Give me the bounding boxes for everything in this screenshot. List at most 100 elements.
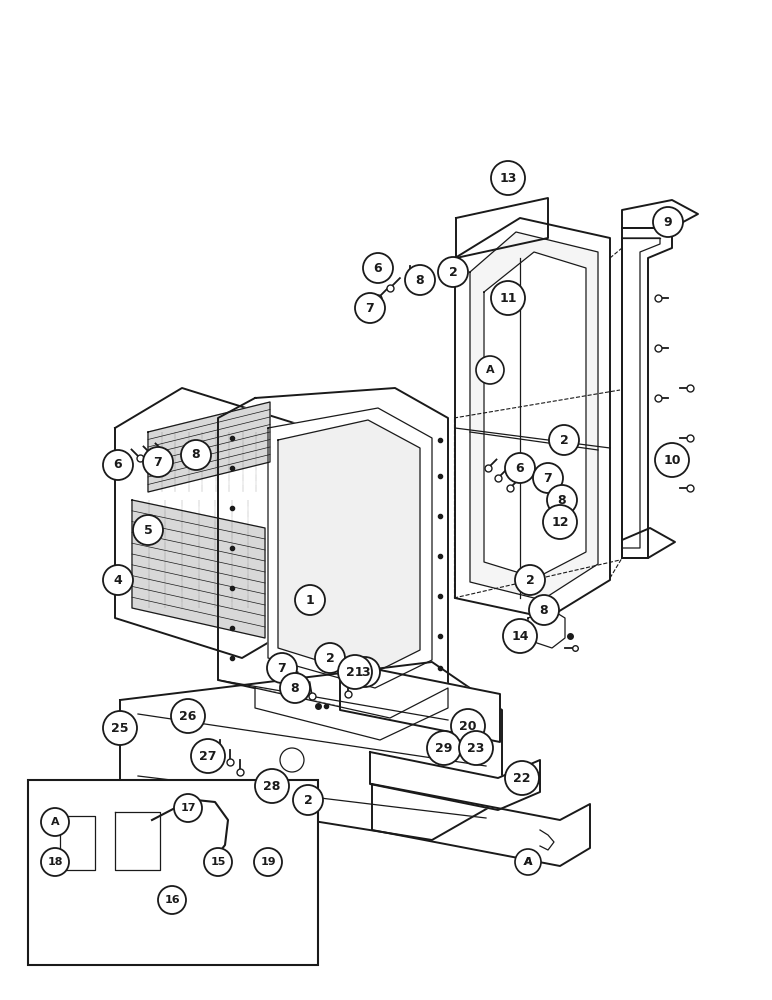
FancyBboxPatch shape	[28, 780, 318, 965]
Circle shape	[350, 657, 380, 687]
Circle shape	[476, 356, 504, 384]
Polygon shape	[622, 228, 672, 558]
Circle shape	[181, 440, 211, 470]
Circle shape	[103, 450, 133, 480]
Text: 20: 20	[459, 720, 477, 732]
Text: 11: 11	[499, 292, 516, 304]
Polygon shape	[622, 528, 675, 558]
Circle shape	[133, 515, 163, 545]
Polygon shape	[470, 232, 598, 600]
Polygon shape	[455, 218, 610, 618]
Text: 28: 28	[263, 780, 281, 792]
Polygon shape	[456, 198, 548, 258]
Text: 8: 8	[191, 448, 200, 462]
Polygon shape	[484, 252, 586, 578]
Text: 12: 12	[551, 516, 569, 528]
Circle shape	[549, 425, 579, 455]
Circle shape	[653, 207, 683, 237]
Polygon shape	[372, 784, 590, 866]
Circle shape	[355, 293, 385, 323]
Circle shape	[254, 848, 282, 876]
Circle shape	[174, 794, 202, 822]
Circle shape	[41, 848, 69, 876]
Circle shape	[363, 253, 393, 283]
Text: 16: 16	[164, 895, 180, 905]
Circle shape	[533, 463, 563, 493]
Text: 29: 29	[435, 742, 452, 754]
Polygon shape	[132, 500, 265, 638]
Circle shape	[491, 281, 525, 315]
Text: 5: 5	[144, 524, 152, 536]
Polygon shape	[218, 388, 448, 718]
Circle shape	[338, 655, 372, 689]
Text: 7: 7	[543, 472, 553, 485]
Text: A: A	[51, 817, 59, 827]
Circle shape	[103, 565, 133, 595]
Polygon shape	[115, 812, 160, 870]
Circle shape	[427, 731, 461, 765]
Text: 22: 22	[513, 772, 531, 784]
Text: 26: 26	[179, 710, 197, 722]
Polygon shape	[278, 420, 420, 676]
Polygon shape	[120, 662, 502, 840]
Polygon shape	[370, 752, 540, 810]
Circle shape	[529, 595, 559, 625]
Text: 8: 8	[557, 493, 567, 506]
Text: 3: 3	[361, 666, 369, 678]
Circle shape	[41, 808, 69, 836]
Text: 2: 2	[303, 794, 313, 806]
Text: 2: 2	[526, 574, 534, 586]
Circle shape	[204, 848, 232, 876]
Polygon shape	[622, 200, 698, 228]
Text: 27: 27	[199, 750, 217, 762]
Text: 8: 8	[415, 273, 425, 286]
Text: 7: 7	[366, 302, 374, 314]
Text: 2: 2	[449, 265, 457, 278]
Text: 6: 6	[113, 458, 122, 472]
Circle shape	[280, 673, 310, 703]
Circle shape	[505, 761, 539, 795]
Text: 25: 25	[111, 722, 129, 734]
Circle shape	[438, 257, 468, 287]
Circle shape	[515, 565, 545, 595]
Circle shape	[103, 711, 137, 745]
Circle shape	[267, 653, 297, 683]
Text: 23: 23	[467, 742, 485, 754]
Text: 6: 6	[374, 261, 382, 274]
Circle shape	[547, 485, 577, 515]
Text: 8: 8	[540, 603, 548, 616]
Text: A: A	[523, 857, 533, 867]
Text: 14: 14	[511, 630, 529, 643]
Circle shape	[515, 849, 541, 875]
Circle shape	[491, 161, 525, 195]
Polygon shape	[528, 610, 565, 648]
Text: A: A	[486, 365, 494, 375]
Text: 13: 13	[499, 172, 516, 184]
Polygon shape	[340, 662, 500, 742]
Circle shape	[655, 443, 689, 477]
Circle shape	[451, 709, 485, 743]
Circle shape	[191, 739, 225, 773]
Text: 19: 19	[260, 857, 276, 867]
Polygon shape	[255, 688, 448, 740]
Circle shape	[295, 585, 325, 615]
Circle shape	[293, 785, 323, 815]
Circle shape	[543, 505, 577, 539]
Text: 15: 15	[210, 857, 225, 867]
Text: 17: 17	[180, 803, 196, 813]
Text: 9: 9	[664, 216, 672, 229]
Circle shape	[280, 748, 304, 772]
Circle shape	[158, 886, 186, 914]
Text: 21: 21	[347, 666, 364, 678]
Text: 7: 7	[278, 662, 286, 674]
Circle shape	[171, 699, 205, 733]
Polygon shape	[148, 402, 270, 492]
Text: 7: 7	[154, 456, 162, 468]
Text: 2: 2	[326, 652, 334, 664]
Text: 2: 2	[560, 434, 568, 446]
Circle shape	[505, 453, 535, 483]
Circle shape	[503, 619, 537, 653]
Circle shape	[405, 265, 435, 295]
Polygon shape	[268, 408, 432, 688]
Text: 6: 6	[516, 462, 524, 475]
